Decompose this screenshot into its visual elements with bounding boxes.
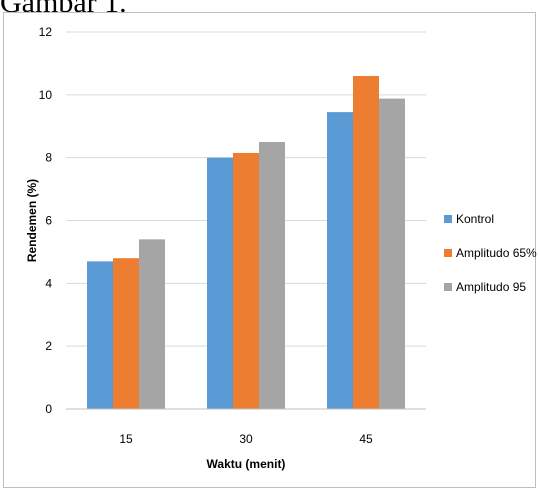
y-tick-label: 8: [45, 151, 52, 165]
x-tick-label: 15: [119, 432, 133, 446]
bar-amplitudo-95-30: [259, 141, 285, 410]
legend-swatch: [444, 215, 452, 223]
bar-kontrol-45: [327, 112, 353, 410]
bar-amplitudo-95-15: [139, 239, 165, 409]
x-tick-label: 45: [359, 432, 373, 446]
y-tick-label: 2: [45, 339, 52, 353]
legend: Kontrol Amplitudo 65% Amplitudo 95: [444, 212, 537, 294]
bar-amplitudo-65--45: [353, 75, 379, 409]
y-tick-label: 6: [45, 214, 52, 228]
legend-swatch: [444, 249, 452, 257]
bar-amplitudo-65--30: [233, 152, 259, 409]
y-axis-ticks: 0 2 4 6 8 10 12: [39, 25, 53, 416]
x-tick-label: 30: [239, 432, 253, 446]
legend-label: Amplitudo 65%: [456, 246, 537, 260]
x-axis-label: Waktu (menit): [207, 457, 286, 471]
legend-swatch: [444, 283, 452, 291]
x-axis-ticks: 15 30 45: [119, 432, 373, 446]
y-tick-label: 0: [45, 402, 52, 416]
legend-label: Kontrol: [456, 212, 494, 226]
bar-kontrol-15: [87, 261, 113, 409]
y-tick-label: 10: [39, 88, 53, 102]
bar-amplitudo-65--15: [113, 258, 139, 409]
bar-amplitudo-95-45: [379, 98, 405, 409]
y-tick-label: 12: [39, 25, 53, 39]
bar-kontrol-30: [207, 157, 233, 409]
y-tick-label: 4: [45, 276, 52, 290]
bars: [87, 75, 405, 410]
legend-label: Amplitudo 95: [456, 280, 526, 294]
y-axis-label: Rendemen (%): [25, 179, 39, 262]
